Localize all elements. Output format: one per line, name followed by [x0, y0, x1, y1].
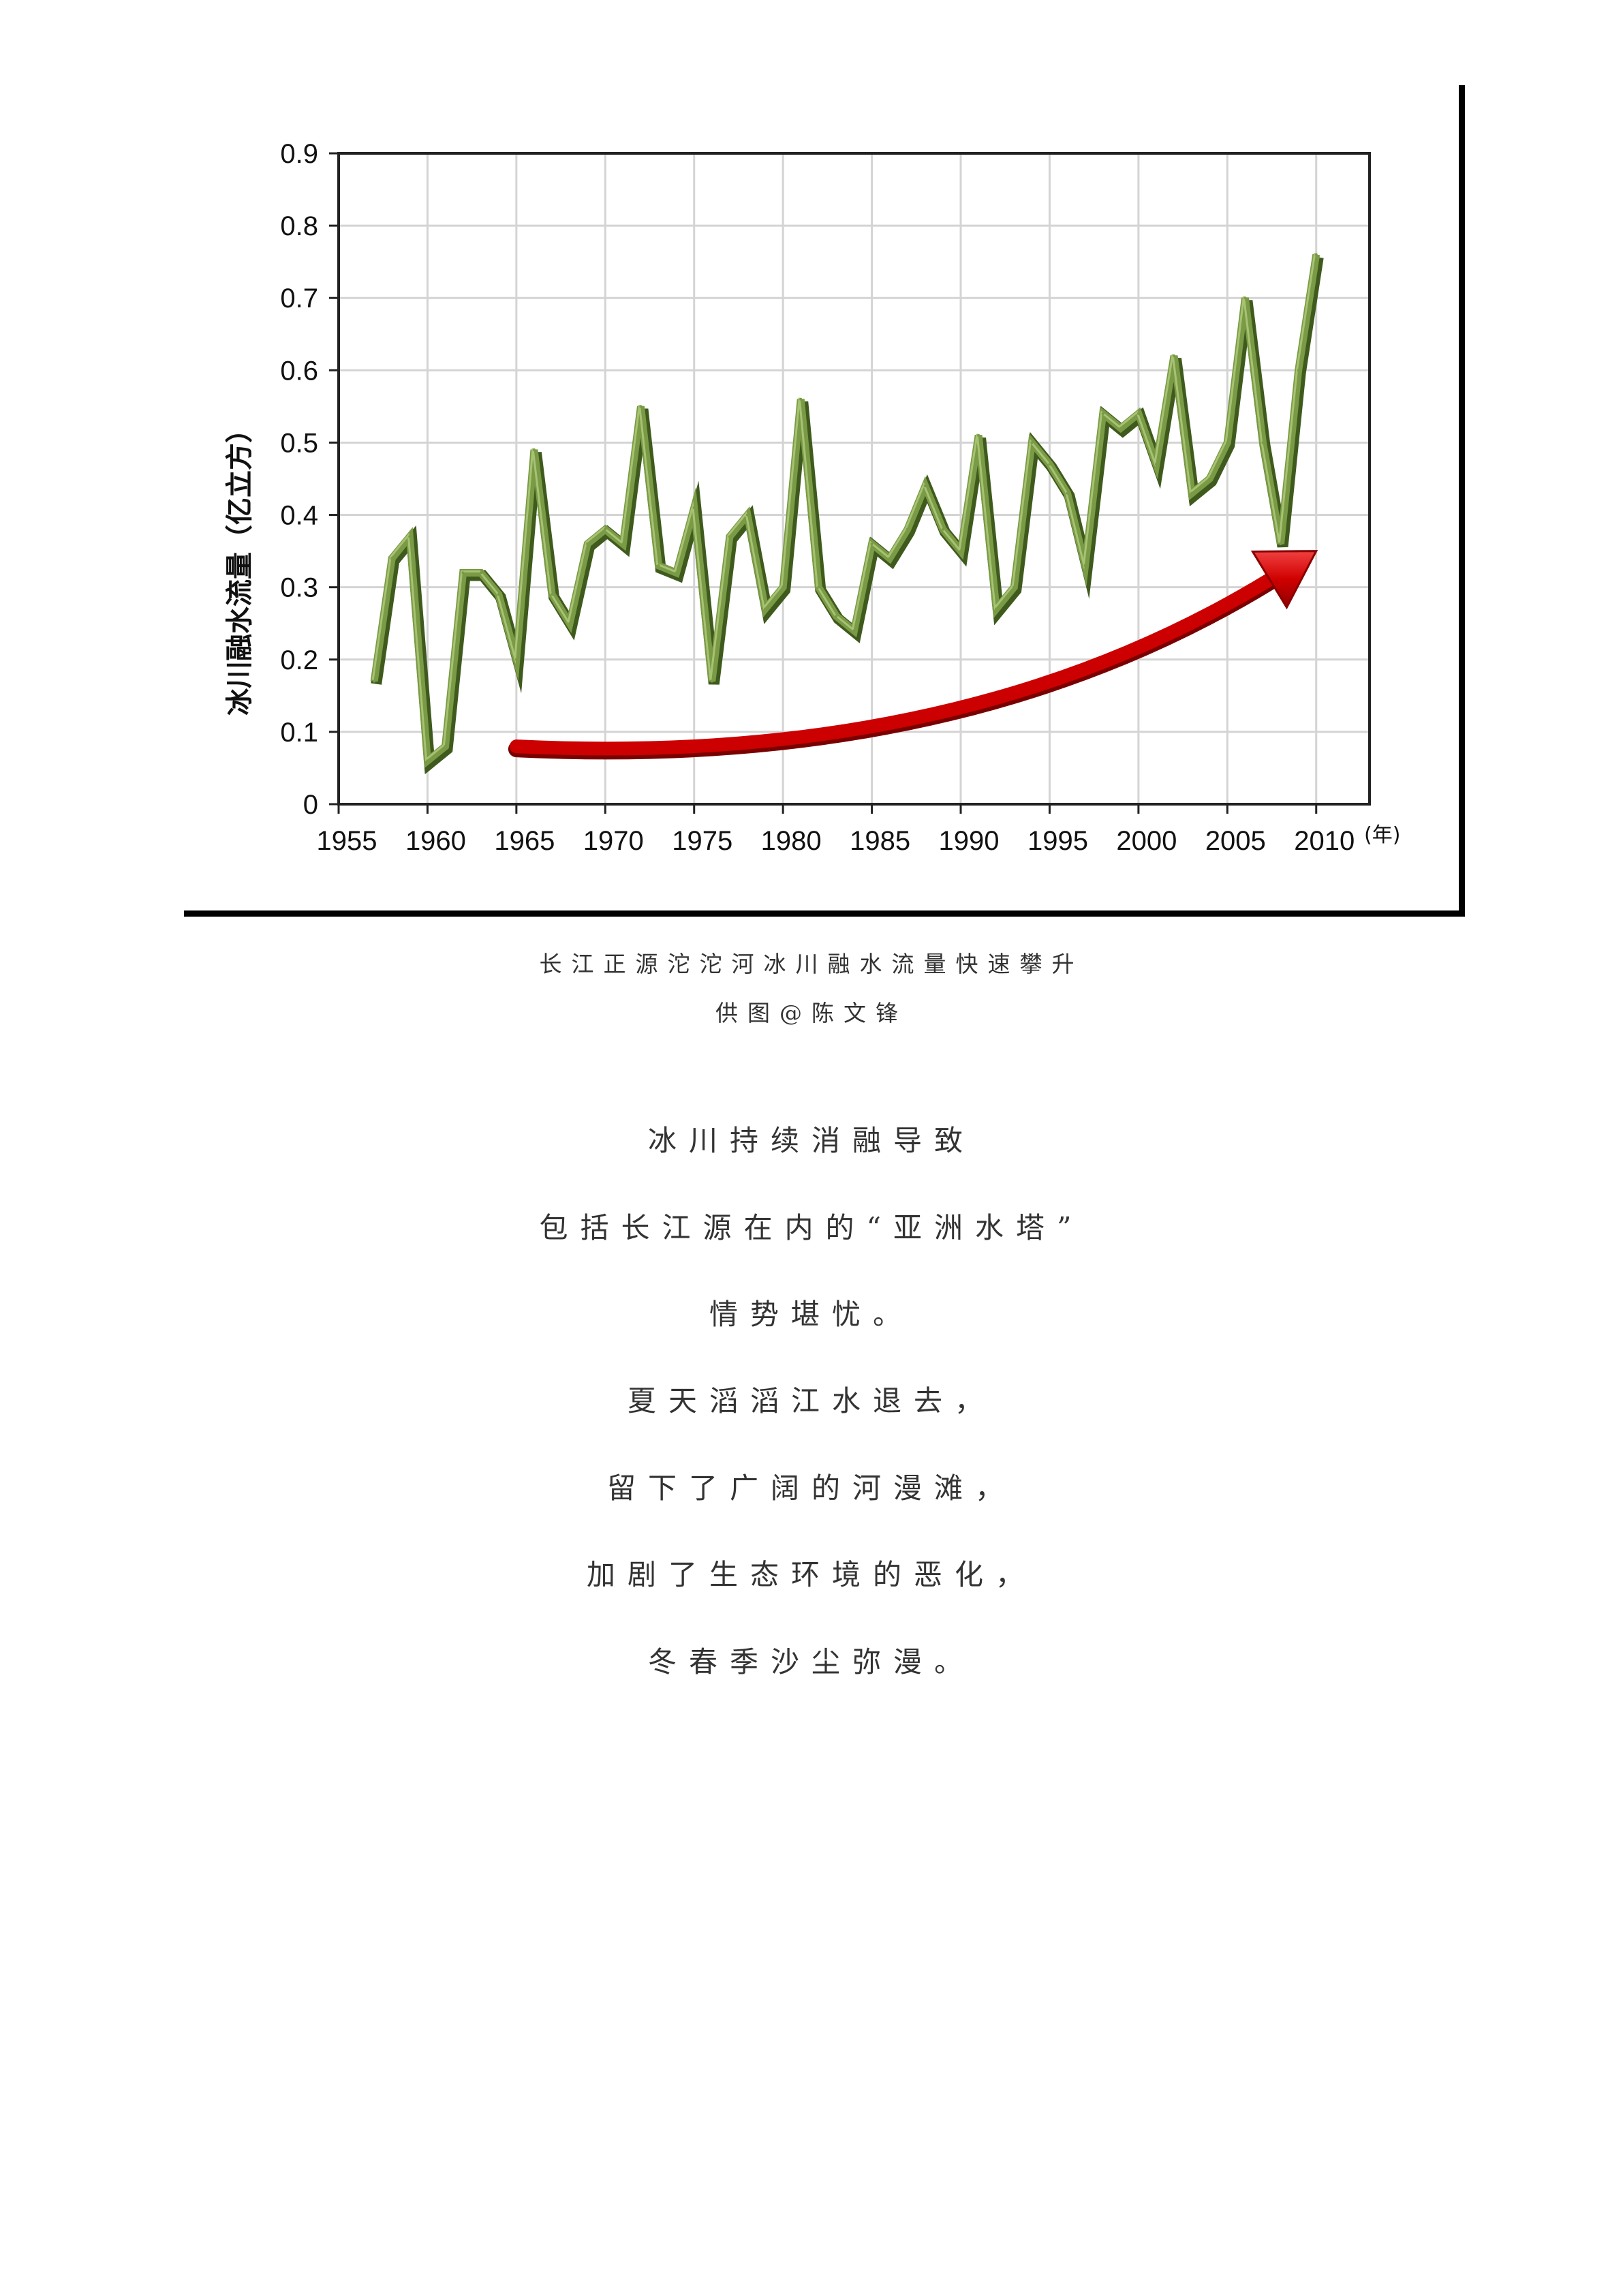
data-point: [657, 564, 660, 567]
data-point: [514, 658, 518, 661]
arrow-head: [1250, 550, 1318, 610]
arrow-shaft: [509, 572, 1277, 756]
data-point: [1261, 441, 1265, 444]
y-tick-label: 0.8: [280, 211, 318, 241]
data-point: [532, 448, 536, 452]
data-point: [888, 557, 891, 560]
data-point: [551, 593, 554, 596]
data-point: [497, 593, 500, 596]
data-point: [782, 585, 785, 589]
data-point: [1208, 477, 1211, 480]
x-tick-label: 1995: [1027, 826, 1088, 856]
y-tick-label: 0.9: [280, 139, 318, 169]
x-tick-label: 1990: [939, 826, 1000, 856]
data-point: [692, 506, 696, 509]
x-tick-label: 1980: [761, 826, 822, 856]
caption-credit: 供图@陈文锋: [715, 1000, 908, 1026]
data-point: [1083, 564, 1087, 567]
axes: [329, 152, 1371, 814]
data-point: [444, 745, 447, 748]
verse-line: 冰川持续消融导致: [647, 1124, 975, 1157]
data-point: [1048, 463, 1051, 466]
data-point: [1173, 354, 1176, 358]
data-point: [923, 485, 927, 488]
data-point: [799, 397, 803, 401]
verse-line: 情势堪忧。: [709, 1298, 914, 1331]
data-point: [1137, 412, 1140, 415]
chart-frame: 0 0.1 0.2 0.3 0.4 0.5 0.6 0.7 0.8 0.9 1955 1960 196…: [184, 85, 1465, 917]
x-tick-label: 1960: [405, 826, 466, 856]
data-point: [728, 535, 731, 538]
data-point: [870, 542, 874, 545]
verse-line: 加剧了生态环境的恶化，: [586, 1558, 1036, 1591]
data-point: [977, 433, 980, 437]
data-point: [995, 607, 998, 611]
x-tick-label: 1985: [850, 826, 910, 856]
data-point: [1101, 412, 1104, 415]
verse-line: 留下了广阔的河漫滩，: [606, 1471, 1016, 1505]
glacier-meltwater-chart: 0 0.1 0.2 0.3 0.4 0.5 0.6 0.7 0.8 0.9 1955 1960 196…: [224, 139, 1400, 856]
data-point: [604, 527, 607, 531]
data-point: [461, 571, 465, 575]
data-point: [835, 615, 838, 618]
data-series: [370, 253, 1324, 775]
verse-line: 冬春季沙尘弥漫。: [647, 1645, 975, 1679]
data-point: [1030, 441, 1034, 444]
trend-arrow: [508, 550, 1318, 760]
data-point: [1154, 463, 1158, 466]
data-point: [586, 542, 589, 545]
data-point: [426, 759, 429, 763]
data-point: [390, 557, 394, 560]
y-tick-labels: 0 0.1 0.2 0.3 0.4 0.5 0.6 0.7 0.8 0.9: [280, 139, 318, 820]
x-tick-label: 2005: [1205, 826, 1266, 856]
x-tick-label: 1955: [317, 826, 377, 856]
data-point: [1279, 542, 1282, 545]
data-point: [710, 679, 713, 683]
data-point: [373, 679, 376, 683]
verse-line: 夏天滔滔江水退去，: [627, 1384, 995, 1418]
data-point: [568, 622, 572, 625]
data-point: [408, 535, 412, 538]
y-tick-label: 0: [303, 790, 318, 820]
caption-title: 长江正源沱沱河冰川融水流量快速攀升: [539, 951, 1084, 977]
data-point: [817, 585, 820, 589]
x-tick-label: 2010: [1294, 826, 1355, 856]
data-point: [1226, 441, 1229, 444]
data-point: [675, 571, 678, 575]
y-tick-label: 0.7: [280, 284, 318, 313]
verse-line: 包括长江源在内的“亚洲水塔”: [539, 1211, 1084, 1244]
y-axis-label: 冰川融水流量（亿立方）: [224, 416, 256, 716]
series-line-shadow: [371, 256, 1324, 775]
data-point: [1190, 491, 1194, 495]
data-point: [1297, 369, 1300, 372]
data-point: [479, 571, 482, 575]
data-point: [1243, 296, 1247, 300]
data-point: [959, 549, 963, 553]
x-tick-labels: 1955 1960 1965 1970 1975 1980 1985 1990 1995 2000…: [317, 826, 1355, 856]
data-point: [639, 405, 643, 408]
data-point: [764, 607, 767, 611]
y-tick-label: 0.5: [280, 428, 318, 458]
data-point: [745, 513, 749, 517]
data-point: [941, 527, 944, 531]
x-tick-label: 1970: [583, 826, 644, 856]
x-tick-label: 1965: [494, 826, 555, 856]
x-tick-label: 1975: [672, 826, 732, 856]
y-tick-label: 0.1: [280, 718, 318, 748]
data-point: [1119, 427, 1122, 430]
data-point: [1066, 491, 1069, 495]
data-point: [1314, 253, 1318, 256]
data-point: [906, 527, 909, 531]
x-axis-unit: (年): [1364, 823, 1400, 847]
y-tick-label: 0.3: [280, 573, 318, 603]
y-tick-label: 0.2: [280, 645, 318, 675]
y-tick-label: 0.6: [280, 356, 318, 386]
plot-border: [337, 152, 1371, 806]
data-point: [852, 629, 856, 632]
data-point: [621, 542, 625, 545]
x-tick-label: 2000: [1116, 826, 1177, 856]
y-tick-label: 0.4: [280, 501, 318, 531]
series-line-highlight: [371, 253, 1316, 762]
data-point: [1013, 585, 1016, 589]
